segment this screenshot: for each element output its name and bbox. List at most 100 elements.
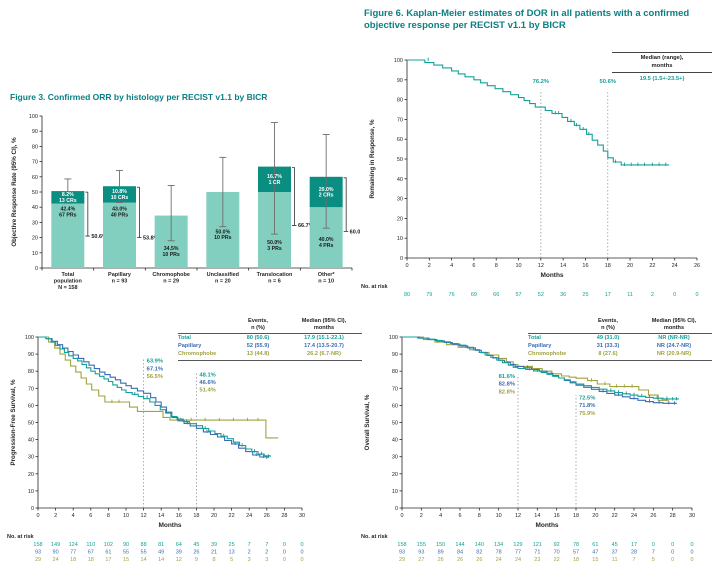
cr-label: 16.7% bbox=[267, 174, 282, 180]
at-risk-value: 12 bbox=[176, 557, 182, 563]
pr-label: 34.5% bbox=[164, 246, 179, 252]
os-table-row-papillary: Papillary 31 (33.3) NR (24.7-NR) bbox=[528, 343, 692, 350]
x-tick-label: 20 bbox=[592, 513, 598, 519]
cr-label: 13 CRs bbox=[59, 198, 77, 204]
at-risk-value: 7 bbox=[265, 542, 268, 548]
at-risk-value: 9 bbox=[195, 557, 198, 563]
y-tick-label: 60 bbox=[397, 137, 403, 143]
os-table-row-chromophobe: Chromophobe 8 (27.6) NR (20.9-NR) bbox=[528, 351, 692, 358]
os-table-header: Events, n (%) Median (95% CI), months bbox=[528, 318, 712, 335]
at-risk-value: 0 bbox=[300, 542, 303, 548]
at-risk-value: 90 bbox=[53, 550, 59, 556]
cr-label: 8.2% bbox=[62, 192, 74, 198]
at-risk-value: 90 bbox=[123, 542, 129, 548]
x-tick-label: 12 bbox=[141, 513, 147, 519]
at-risk-label: No. at risk bbox=[7, 534, 35, 540]
pfs-table-header: Events, n (%) Median (95% CI), months bbox=[178, 318, 362, 335]
x-tick-label: 4 bbox=[72, 513, 75, 519]
x-tick-label: 0 bbox=[400, 513, 403, 519]
at-risk-value: 2 bbox=[265, 550, 268, 556]
y-tick-label: 0 bbox=[400, 256, 403, 262]
at-risk-value: 39 bbox=[211, 542, 217, 548]
at-risk-value: 39 bbox=[176, 550, 182, 556]
figure3-panel: Figure 3. Confirmed ORR by histology per… bbox=[6, 92, 360, 318]
km-rate-annotation: 81.6% bbox=[499, 374, 515, 380]
x-tick-label: 26 bbox=[694, 263, 700, 269]
pr-label: 42.4% bbox=[60, 207, 75, 213]
category-label: n = 6 bbox=[268, 278, 281, 284]
pr-label: 10 PRs bbox=[214, 235, 231, 241]
at-risk-value: 14 bbox=[158, 557, 164, 563]
at-risk-value: 82 bbox=[476, 550, 482, 556]
y-tick-label: 90 bbox=[397, 78, 403, 84]
at-risk-value: 18 bbox=[573, 557, 579, 563]
at-risk-value: 77 bbox=[515, 550, 521, 556]
x-tick-label: 10 bbox=[515, 263, 521, 269]
orr-total-label: 66.7% bbox=[298, 223, 314, 229]
x-axis-title: Months bbox=[540, 272, 563, 279]
pfs-total-curve bbox=[38, 336, 271, 457]
os-summary-table: Events, n (%) Median (95% CI), months To… bbox=[528, 318, 712, 361]
pfs-papillary-curve bbox=[38, 336, 270, 458]
x-tick-label: 28 bbox=[670, 513, 676, 519]
y-tick-label: 100 bbox=[25, 335, 34, 341]
at-risk-value: 0 bbox=[671, 557, 674, 563]
category-label: n = 10 bbox=[318, 278, 334, 284]
cr-label: 10 CRs bbox=[111, 195, 129, 201]
pfs-median-header: Median (95% CI), months bbox=[301, 318, 347, 331]
y-tick-label: 70 bbox=[28, 386, 34, 392]
x-tick-label: 6 bbox=[89, 513, 92, 519]
at-risk-label: No. at risk bbox=[361, 534, 389, 540]
km-rate-annotation: 75.9% bbox=[579, 411, 595, 417]
y-tick-label: 20 bbox=[392, 472, 398, 478]
x-tick-label: 10 bbox=[496, 513, 502, 519]
y-tick-label: 50 bbox=[397, 157, 403, 163]
at-risk-value: 55 bbox=[123, 550, 129, 556]
km-rate-annotation: 71.8% bbox=[579, 403, 595, 409]
at-risk-value: 55 bbox=[141, 550, 147, 556]
at-risk-value: 45 bbox=[193, 542, 199, 548]
at-risk-value: 25 bbox=[229, 542, 235, 548]
at-risk-value: 0 bbox=[300, 557, 303, 563]
at-risk-value: 124 bbox=[69, 542, 78, 548]
category-label: Chromophobe bbox=[152, 272, 190, 278]
at-risk-value: 0 bbox=[695, 292, 698, 298]
at-risk-value: 78 bbox=[496, 550, 502, 556]
y-tick-label: 60 bbox=[32, 175, 38, 181]
at-risk-value: 29 bbox=[35, 557, 41, 563]
at-risk-value: 24 bbox=[53, 557, 59, 563]
at-risk-value: 45 bbox=[612, 542, 618, 548]
at-risk-value: 61 bbox=[105, 550, 111, 556]
y-tick-label: 10 bbox=[28, 489, 34, 495]
x-tick-label: 22 bbox=[649, 263, 655, 269]
at-risk-value: 70 bbox=[554, 550, 560, 556]
at-risk-value: 102 bbox=[104, 542, 113, 548]
at-risk-value: 121 bbox=[533, 542, 542, 548]
at-risk-value: 0 bbox=[690, 550, 693, 556]
x-tick-label: 14 bbox=[560, 263, 566, 269]
at-risk-value: 93 bbox=[399, 550, 405, 556]
x-tick-label: 24 bbox=[631, 513, 637, 519]
y-tick-label: 10 bbox=[397, 236, 403, 242]
at-risk-value: 80 bbox=[404, 292, 410, 298]
pfs-panel: 0 10 20 30 40 50 60 70 80 90 100 0 2 4 6 8 10 12 14 16 18 20 2… bbox=[6, 316, 362, 584]
y-tick-label: 70 bbox=[392, 386, 398, 392]
pr-label: 40.0% bbox=[319, 237, 334, 243]
pr-label: 67 PRs bbox=[59, 212, 76, 218]
at-risk-value: 36 bbox=[560, 292, 566, 298]
x-tick-label: 2 bbox=[54, 513, 57, 519]
dor-total-curve bbox=[407, 59, 670, 166]
cr-label: 10.8% bbox=[112, 189, 127, 195]
at-risk-value: 17 bbox=[631, 542, 637, 548]
at-risk-value: 22 bbox=[554, 557, 560, 563]
at-risk-value: 18 bbox=[70, 557, 76, 563]
x-tick-label: 8 bbox=[495, 263, 498, 269]
x-tick-label: 26 bbox=[264, 513, 270, 519]
category-label: population bbox=[54, 278, 83, 284]
at-risk-value: 15 bbox=[592, 557, 598, 563]
x-tick-label: 12 bbox=[538, 263, 544, 269]
y-axis-title: Progression-Free Survival, % bbox=[10, 379, 17, 465]
at-risk-value: 0 bbox=[690, 557, 693, 563]
